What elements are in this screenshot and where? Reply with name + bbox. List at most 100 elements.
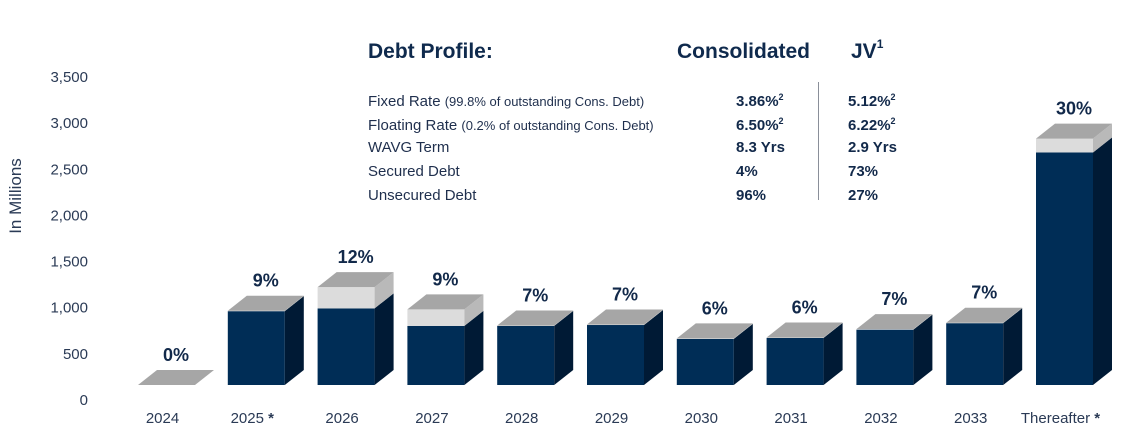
bar-side-dark <box>913 314 933 385</box>
y-tick-label: 1,000 <box>50 300 88 317</box>
bar-percent-label: 7% <box>881 289 907 309</box>
bar-percent-label: 6% <box>702 298 728 318</box>
bar-top <box>138 370 214 385</box>
bar-segment-light <box>1036 138 1093 153</box>
row-label: WAVG Term <box>368 139 450 156</box>
footnote-marker: 2 <box>778 116 784 126</box>
consolidated-value: 4% <box>736 163 758 180</box>
bar-segment-dark <box>856 329 914 385</box>
bar-side-dark <box>733 323 753 385</box>
row-label: Fixed Rate (99.8% of outstanding Cons. D… <box>368 93 644 110</box>
bar-top <box>946 307 1023 323</box>
y-tick-label: 2,500 <box>50 161 88 178</box>
bar-percent-label: 9% <box>253 271 279 291</box>
x-tick-label: 2026 <box>325 410 358 427</box>
bar-percent-label: 6% <box>792 297 818 317</box>
debt-profile-table: Debt Profile: Consolidated JV1 Fixed Rat… <box>368 37 928 210</box>
row-note: (0.2% of outstanding Cons. Debt) <box>461 118 654 133</box>
consolidated-value: 8.3 Yrs <box>736 139 785 156</box>
bar-percent-label: 7% <box>522 285 548 305</box>
profile-row-secured-debt: Secured Debt 4% 73% <box>368 163 928 185</box>
x-tick-label: 2032 <box>864 410 897 427</box>
jv-value-text: 6.22% <box>848 117 891 134</box>
column-divider <box>818 82 819 200</box>
bar-series: 0% 9% 12% 9% 7% 7% 6% 6% 7% 7% 30% <box>138 99 1112 385</box>
bar-top <box>856 314 933 330</box>
y-tick-label: 0 <box>80 392 88 409</box>
x-tick-label: 2028 <box>505 410 538 427</box>
bar-top <box>676 323 753 339</box>
consolidated-value: 96% <box>736 187 767 204</box>
bar-segment-dark <box>407 325 465 385</box>
x-tick-label: 2033 <box>954 410 987 427</box>
bar-top <box>1036 123 1112 139</box>
x-axis-ticks: 2024 2025 * 2026 2027 2028 2029 2030 2031 2032 20… <box>146 410 1100 427</box>
footnote-asterisk: * <box>264 410 274 427</box>
x-tick-label: 2029 <box>595 410 628 427</box>
bar-segment-dark <box>676 338 734 385</box>
bar-top <box>317 272 394 288</box>
jv-value-text: 5.12% <box>848 93 891 110</box>
bar-side-light <box>823 322 843 338</box>
bar-side-light <box>554 310 574 326</box>
bar-side-light <box>913 314 933 330</box>
x-tick-label: Thereafter * <box>1021 410 1100 427</box>
bar-top <box>497 310 574 326</box>
row-label: Floating Rate (0.2% of outstanding Cons.… <box>368 117 654 134</box>
row-note: (99.8% of outstanding Cons. Debt) <box>444 94 645 109</box>
bar-top <box>407 294 484 310</box>
x-tick-label: 2030 <box>685 410 718 427</box>
y-tick-label: 500 <box>63 346 88 363</box>
consolidated-value: 6.50%2 <box>736 116 784 134</box>
bar-side-dark <box>1093 137 1112 385</box>
profile-row-unsecured-debt: Unsecured Debt 96% 27% <box>368 187 928 209</box>
x-tick-label: 2025 * <box>231 410 275 427</box>
y-tick-label: 1,500 <box>50 254 88 271</box>
bar-segment-light <box>317 287 375 309</box>
row-label-text: Fixed Rate <box>368 93 441 110</box>
jv-value: 5.12%2 <box>848 92 896 110</box>
row-label: Unsecured Debt <box>368 187 477 204</box>
profile-row-fixed-rate: Fixed Rate (99.8% of outstanding Cons. D… <box>368 92 928 115</box>
bar-segment-dark <box>497 325 555 385</box>
footnote-marker: 2 <box>890 116 896 126</box>
bar-side-dark <box>464 310 484 385</box>
bar-top <box>587 309 663 325</box>
consolidated-value-text: 3.86% <box>736 93 779 110</box>
consolidated-value-text: 6.50% <box>736 117 779 134</box>
row-label-text: Floating Rate <box>368 117 458 134</box>
bar-side-dark <box>823 322 843 385</box>
jv-value: 73% <box>848 163 879 180</box>
y-tick-label: 3,500 <box>50 69 88 86</box>
bar-percent-label: 12% <box>338 247 374 267</box>
bar-percent-label: 30% <box>1056 99 1092 119</box>
bar-side-light <box>1093 123 1112 153</box>
bar-top <box>766 322 843 338</box>
bar-percent-label: 0% <box>163 345 189 365</box>
footnote-asterisk: * <box>1090 410 1100 427</box>
profile-row-floating-rate: Floating Rate (0.2% of outstanding Cons.… <box>368 116 928 139</box>
consolidated-value: 3.86%2 <box>736 92 784 110</box>
bar-side-light <box>733 323 753 339</box>
jv-header-text: JV <box>851 40 877 63</box>
bar-side-dark <box>1003 308 1023 385</box>
jv-value: 2.9 Yrs <box>848 139 897 156</box>
y-tick-label: 3,000 <box>50 115 88 132</box>
bar-side-dark <box>374 293 394 385</box>
profile-row-wavg-term: WAVG Term 8.3 Yrs 2.9 Yrs <box>368 139 928 161</box>
bar-side-dark <box>284 296 304 385</box>
bar-side-light <box>1003 307 1023 324</box>
bar-side-light <box>374 272 394 309</box>
bar-side-dark <box>644 310 663 385</box>
bar-segment-dark <box>587 325 644 385</box>
bar-segment-light <box>407 309 465 326</box>
y-tick-label: 2,000 <box>50 207 88 224</box>
bar-side-light <box>644 309 663 326</box>
jv-value: 6.22%2 <box>848 116 896 134</box>
footnote-marker: 2 <box>778 92 784 102</box>
bar-segment-dark <box>317 308 375 385</box>
row-label: Secured Debt <box>368 163 460 180</box>
bar-percent-label: 7% <box>612 285 638 305</box>
bar-percent-label: 7% <box>971 283 997 303</box>
